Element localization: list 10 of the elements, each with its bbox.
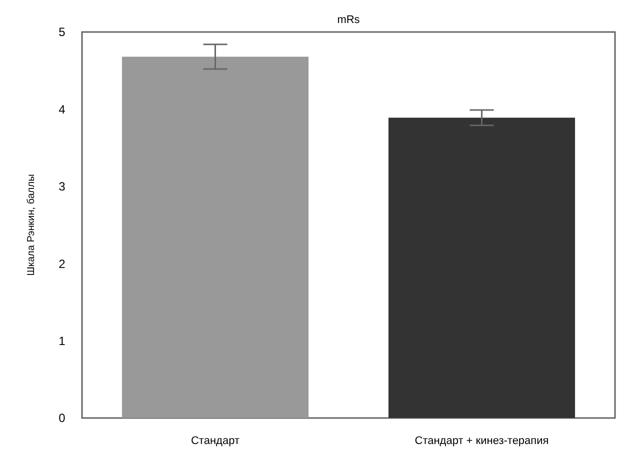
y-tick-label: 1 <box>58 334 66 348</box>
y-tick-label: 4 <box>58 102 66 116</box>
x-tick-label: Стандарт <box>190 435 240 447</box>
text: mRs <box>337 14 360 26</box>
x-tick-label: Стандарт + кинез-терапия <box>414 435 549 447</box>
y-tick-label: 5 <box>58 25 66 40</box>
y-axis-title: Шкала Рэнкин, баллы <box>26 174 37 276</box>
y-tick-label: 2 <box>58 256 66 271</box>
y-tick-label: 3 <box>58 180 66 194</box>
y-tick-label: 0 <box>58 411 66 426</box>
